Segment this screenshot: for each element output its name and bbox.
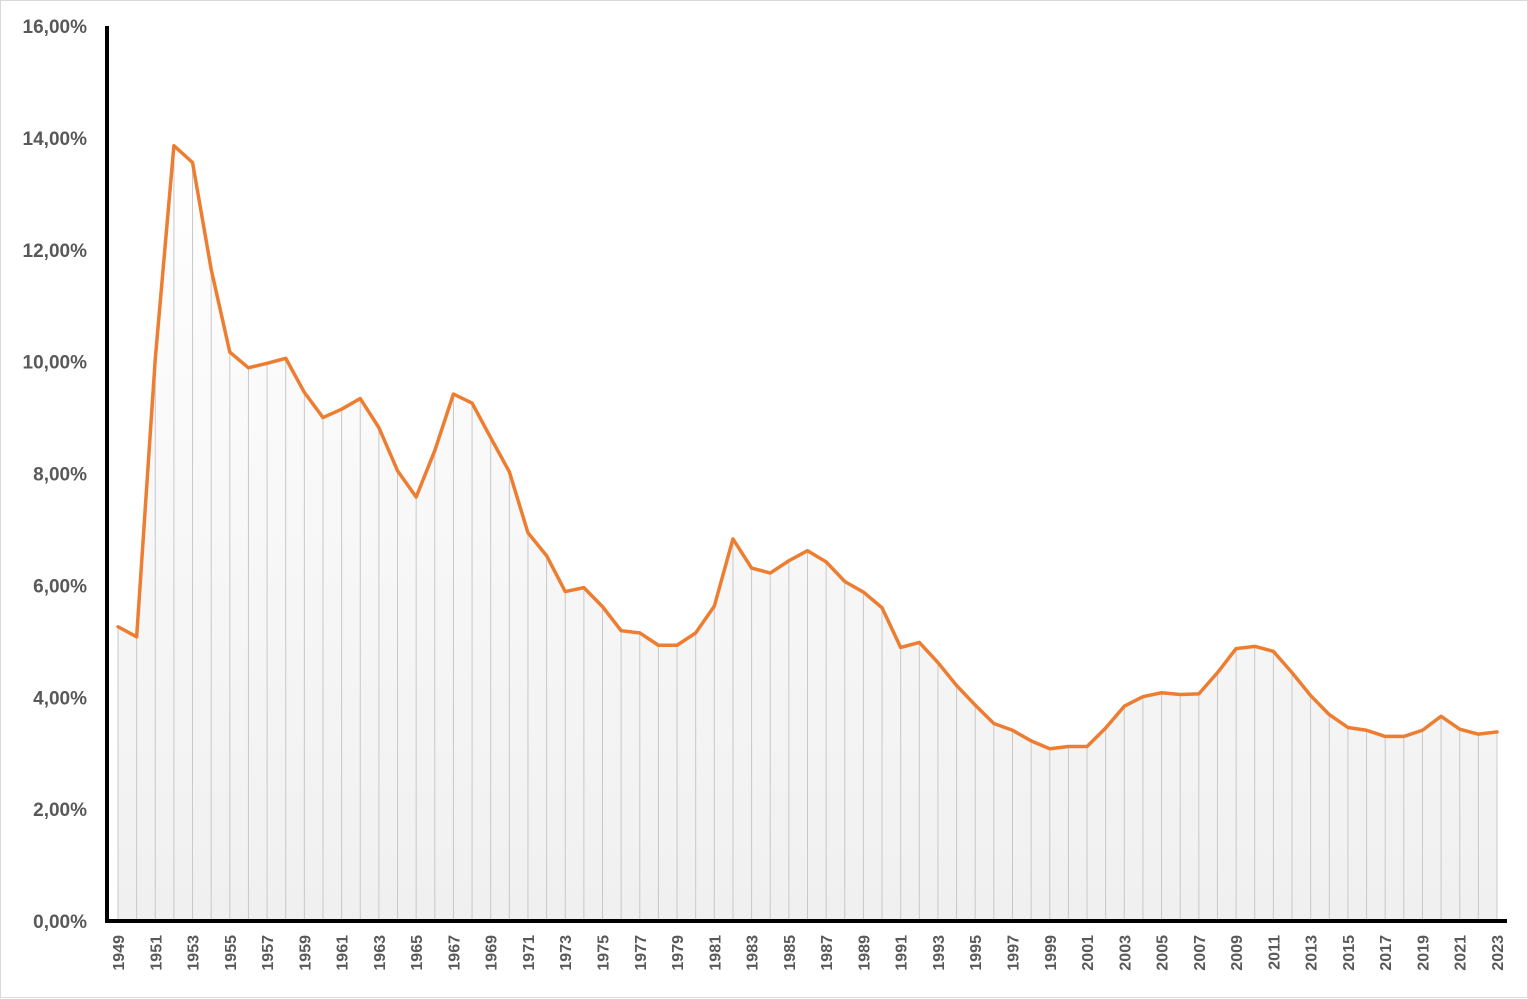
x-tick-label: 2015 [1341,935,1358,971]
x-tick-label: 2009 [1229,935,1246,971]
x-tick-label: 1991 [894,935,911,971]
y-tick-label: 4,00% [33,688,87,709]
y-tick-label: 6,00% [33,576,87,597]
x-tick-label: 1957 [260,935,277,971]
x-tick-label: 2007 [1192,935,1209,971]
x-tick-label: 1961 [335,935,352,971]
x-tick-label: 1973 [558,935,575,971]
x-tick-label: 2017 [1378,935,1395,971]
y-axis-tick-labels: 0,00% 2,00% 4,00% 6,00% 8,00% 10,00% 12,00% 14,… [23,17,88,933]
x-tick-label: 2003 [1117,935,1134,971]
x-tick-label: 1971 [521,935,538,971]
y-tick-label: 12,00% [23,241,88,262]
x-tick-label: 1963 [372,935,389,971]
series-line-layer [116,143,1499,751]
x-tick-label: 1949 [111,935,128,971]
y-tick-label: 0,00% [33,912,87,933]
x-tick-label: 1979 [670,935,687,971]
y-tick-label: 8,00% [33,465,87,486]
x-tick-label: 1993 [931,935,948,971]
x-tick-label: 1955 [223,935,240,971]
x-tick-label: 1995 [968,935,985,971]
x-tick-label: 1989 [856,935,873,971]
x-tick-label: 1977 [633,935,650,971]
x-tick-label: 1975 [596,935,613,971]
series-area-fill [118,145,1497,921]
x-tick-label: 2019 [1415,935,1432,971]
y-tick-label: 14,00% [23,129,88,150]
x-tick-label: 1967 [446,935,463,971]
x-tick-label: 1953 [186,935,203,971]
x-tick-label: 2021 [1453,935,1470,971]
x-tick-label: 2011 [1266,935,1283,970]
x-axis-tick-labels: 1949 1951 1953 1955 1957 1959 1961 1963 1965 1967… [111,935,1507,971]
drop-lines [117,145,1498,921]
x-tick-label: 1981 [707,935,724,971]
area-layer [118,145,1497,921]
x-tick-label: 1983 [745,935,762,971]
x-tick-label: 2023 [1490,935,1507,971]
x-tick-label: 2013 [1304,935,1321,971]
x-tick-label: 2005 [1155,935,1172,971]
x-tick-label: 2001 [1080,935,1097,971]
x-tick-label: 1985 [782,935,799,971]
x-tick-label: 1965 [409,935,426,971]
x-tick-label: 1959 [297,935,314,971]
x-tick-label: 1951 [148,935,165,971]
x-tick-label: 1987 [819,935,836,971]
y-tick-label: 16,00% [23,17,88,38]
y-tick-label: 10,00% [23,353,88,374]
x-tick-label: 1969 [484,935,501,971]
axes [105,26,1507,923]
x-tick-label: 1997 [1005,935,1022,971]
x-tick-label: 1999 [1043,935,1060,971]
y-tick-label: 2,00% [33,800,87,821]
series-line [116,143,1499,751]
